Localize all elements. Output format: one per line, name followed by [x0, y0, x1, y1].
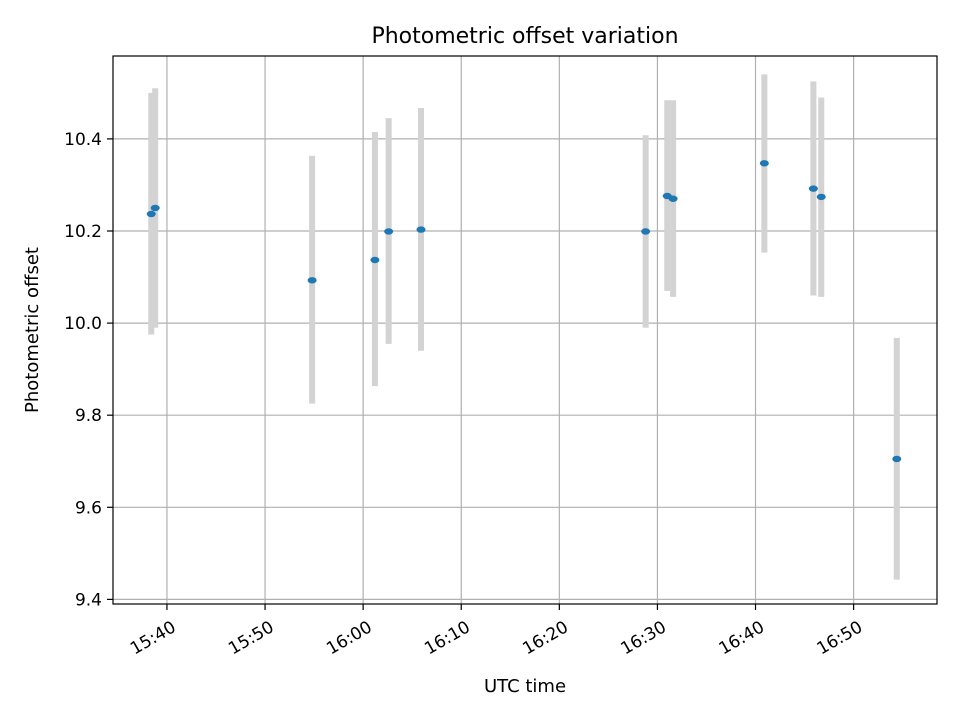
- data-point: [150, 204, 160, 212]
- axis-ticks: 15:40 15:50 16:00 16:10 16:20 16:30 16:40 16:50…: [64, 130, 866, 659]
- data-point: [146, 210, 156, 218]
- data-point: [668, 195, 678, 202]
- data-point: [416, 226, 426, 233]
- data-point: [641, 228, 651, 235]
- chart-title: Photometric offset variation: [371, 24, 678, 49]
- data-point: [808, 185, 818, 192]
- x-tick-label: 16:40: [716, 617, 768, 659]
- plot-area-frame: [112, 55, 938, 605]
- x-tick-label: 16:00: [323, 617, 375, 659]
- data-point: [816, 193, 826, 201]
- y-tick-label: 9.6: [75, 498, 102, 518]
- x-tick-label: 15:40: [127, 617, 179, 659]
- y-tick-label: 9.4: [75, 590, 102, 610]
- data-point: [384, 228, 394, 235]
- x-tick-label: 15:50: [225, 617, 277, 659]
- y-tick-label: 10.2: [64, 222, 102, 242]
- x-tick-label: 16:10: [421, 617, 473, 659]
- error-bars: [148, 74, 900, 580]
- y-axis-label: Photometric offset: [22, 247, 43, 413]
- x-tick-label: 16:50: [814, 617, 866, 659]
- grid-lines: [113, 56, 937, 604]
- data-point: [370, 256, 380, 264]
- data-point: [759, 160, 769, 167]
- x-axis-label: UTC time: [484, 676, 566, 697]
- data-point: [892, 455, 902, 463]
- x-tick-label: 16:20: [519, 617, 571, 659]
- y-tick-label: 10.0: [64, 314, 102, 334]
- data-points: [146, 160, 902, 463]
- y-tick-label: 10.4: [64, 130, 102, 150]
- x-tick-label: 16:30: [617, 617, 669, 659]
- data-point: [307, 277, 317, 284]
- y-tick-label: 9.8: [75, 406, 102, 426]
